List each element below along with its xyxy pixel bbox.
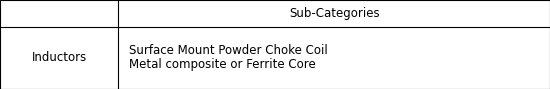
- Text: Metal composite or Ferrite Core: Metal composite or Ferrite Core: [129, 58, 316, 71]
- Text: Surface Mount Powder Choke Coil: Surface Mount Powder Choke Coil: [129, 44, 328, 57]
- Text: Sub-Categories: Sub-Categories: [289, 7, 379, 20]
- Text: Inductors: Inductors: [31, 51, 87, 64]
